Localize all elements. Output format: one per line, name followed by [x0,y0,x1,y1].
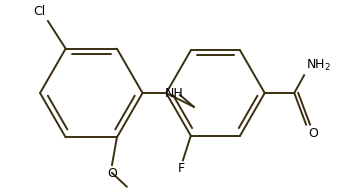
Text: O: O [308,126,318,139]
Text: Cl: Cl [34,5,46,18]
Text: F: F [177,162,184,175]
Text: NH: NH [165,87,184,100]
Text: O: O [107,167,117,180]
Text: NH$_2$: NH$_2$ [306,58,331,73]
